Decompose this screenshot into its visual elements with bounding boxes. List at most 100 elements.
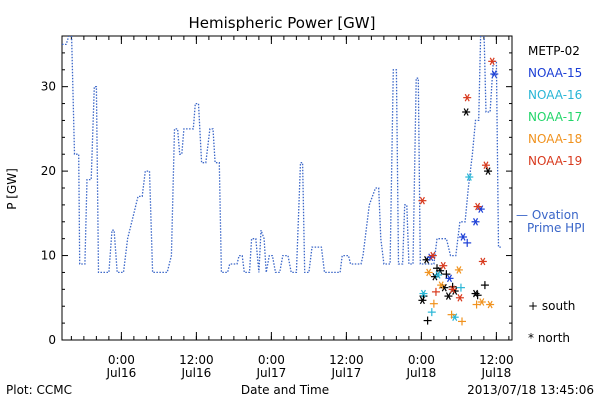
marker-star-d2 [466,173,472,181]
data-point-noaa-16-south [456,283,465,292]
data-point-noaa-16-north [465,173,474,181]
data-point-metp-02-south [473,291,482,300]
data-point-noaa-19-north [473,202,482,211]
data-point-noaa-15-north [459,233,468,241]
data-point-noaa-16-south [427,308,436,317]
data-point-metp-02-south [480,281,489,290]
legend-ovation-line2: Prime HPI [527,221,585,235]
data-point-noaa-19-north [463,93,472,102]
x-tick-label-date: Jul16 [106,366,137,380]
data-point-noaa-18-north [437,281,446,289]
data-point-noaa-18-north [424,268,433,277]
marker-star-d2 [440,261,446,270]
marker-star-d2 [460,233,466,241]
x-tick-label-time: 0:00 [258,353,285,367]
data-point-noaa-19-north [439,261,448,270]
data-point-metp-02-north [471,289,480,298]
data-point-metp-02-south [423,316,432,325]
marker-star-d2 [480,257,486,266]
marker-star-d2 [464,93,470,102]
marker-star-d2 [445,292,451,300]
marker-star-d2 [473,217,479,226]
x-tick-label-date: Jul18 [481,366,512,380]
x-tick-label-date: Jul17 [256,366,287,380]
data-point-noaa-15-north [471,217,480,226]
data-point-metp-02-north [462,108,471,116]
marker-star-d2 [483,161,489,169]
data-point-noaa-18-north [454,266,463,274]
legend: METP-02 NOAA-15 NOAA-16 NOAA-17 NOAA-18 NOAA-… [516,44,585,345]
chart-title: Hemispheric Power [GW] [189,14,376,32]
marker-star-d2 [441,283,447,292]
x-tick-label-date: Jul16 [181,366,212,380]
data-point-noaa-16-north [419,289,428,298]
marker-star-d2 [485,167,491,175]
marker-star-d2 [475,202,481,211]
data-point-noaa-18-north [486,300,495,309]
x-tick-label-date: Jul18 [406,366,437,380]
data-point-noaa-18-south [472,300,481,309]
data-point-metp-02-north [444,292,453,300]
data-point-noaa-18-south [458,317,466,326]
data-point-noaa-19-north [481,161,490,169]
data-point-noaa-19-north [448,285,457,294]
footer-source: Plot: CCMC [6,383,72,397]
marker-star-d2 [432,272,438,281]
marker-star-d2 [446,274,453,283]
data-point-noaa-19-north [455,293,464,302]
y-axis-label: P [GW] [5,168,19,210]
marker-star-d2 [457,293,463,302]
marker-star-d2 [489,57,495,66]
x-tick-label-time: 0:00 [408,353,435,367]
plot-area: 01020300:00Jul1612:00Jul160:00Jul1712:00… [41,35,514,380]
x-tick-label-time: 0:00 [108,353,135,367]
marker-star-d2 [487,300,493,309]
y-tick-label: 20 [41,164,56,178]
x-tick-label-time: 12:00 [479,353,514,367]
data-point-metp-02-north [484,167,493,175]
marker-star-d2 [452,287,458,295]
data-point-noaa-19-north [488,57,497,66]
legend-entry-metp-02: METP-02 [528,44,580,58]
data-point-metp-02-north [418,296,427,305]
y-tick-label: 30 [41,80,56,94]
data-point-noaa-15-south [463,238,472,247]
data-point-noaa-19-north [478,257,487,266]
marker-star-d2 [426,268,432,277]
legend-entry-noaa-16: NOAA-16 [528,88,582,102]
marker-star-d2 [473,289,479,298]
y-tick-label: 10 [41,249,56,263]
footer-timestamp: 2013/07/18 13:45:06 [467,383,594,397]
marker-star-d2 [430,251,436,260]
x-tick-label-time: 12:00 [179,353,214,367]
legend-entry-noaa-19: NOAA-19 [528,154,582,168]
ovation-hpi-line [62,36,502,274]
marker-star-d2 [478,205,484,213]
plot-frame [61,35,513,341]
marker-star-d2 [435,271,441,279]
data-point-noaa-19-north [428,251,437,260]
data-point-noaa-16-north [434,271,443,279]
legend-ovation-line1: — Ovation [516,208,579,222]
marker-star-d2 [438,281,444,289]
data-point-noaa-15-north [445,274,454,283]
marker-star-d2 [450,285,456,294]
legend-entry-noaa-18: NOAA-18 [528,132,582,146]
data-point-metp-02-south [433,264,441,273]
x-axis-label: Date and Time [241,383,329,397]
marker-star-d2 [456,266,462,274]
data-point-noaa-15-north [490,70,499,78]
x-tick-label-time: 12:00 [329,353,364,367]
marker-star-d2 [452,313,458,321]
legend-entry-noaa-17: NOAA-17 [528,110,582,124]
marker-star-d2 [491,70,497,78]
x-tick-label-date: Jul17 [331,366,362,380]
y-tick-label: 0 [48,333,56,347]
data-point-metp-02-south [442,270,451,279]
data-point-noaa-18-south [429,299,438,308]
legend-south-marker: + south [528,299,575,313]
marker-star-d2 [419,196,425,205]
marker-star-d2 [463,108,469,116]
data-point-noaa-19-south [431,287,440,296]
legend-north-marker: * north [528,331,570,345]
